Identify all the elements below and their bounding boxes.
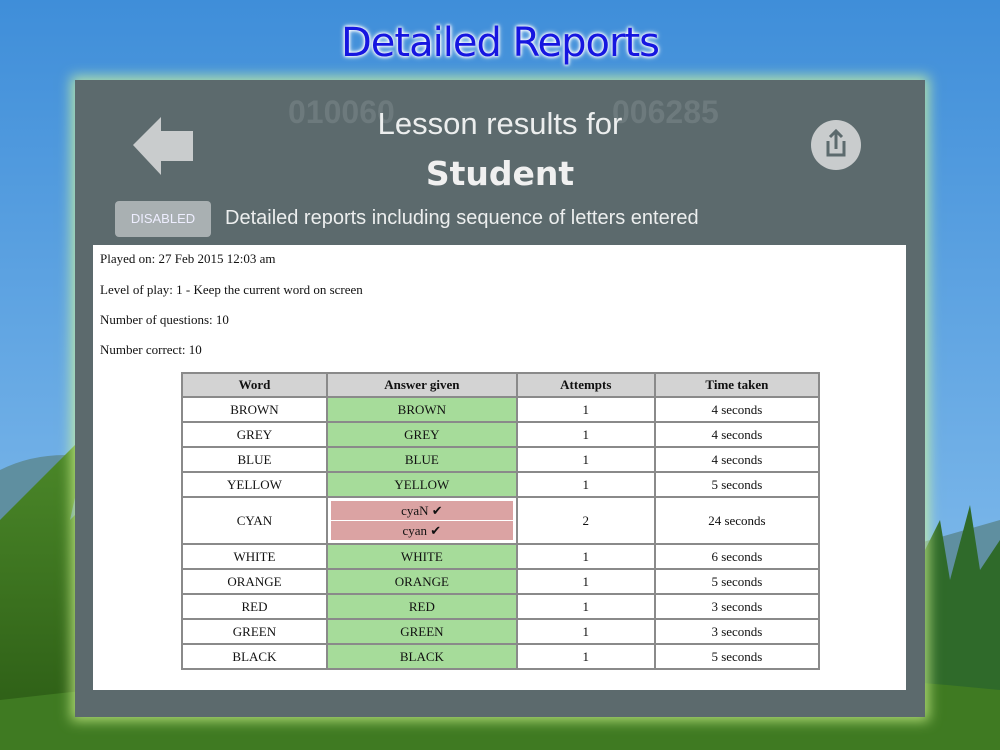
table-row: BLUE BLUE 1 4 seconds xyxy=(181,446,821,473)
time-cell: 4 seconds xyxy=(653,446,821,473)
info-line: Number correct: 10 xyxy=(100,342,202,357)
answer-cell: ORANGE xyxy=(325,568,518,595)
toggle-label: Detailed reports including sequence of l… xyxy=(225,207,699,229)
answer-entry: cyaN ✔ xyxy=(330,501,513,520)
attempts-cell: 1 xyxy=(515,471,656,498)
word-cell: WHITE xyxy=(181,543,328,570)
column-header: Word xyxy=(181,372,328,398)
table-row: RED RED 1 3 seconds xyxy=(181,593,821,620)
attempts-cell: 1 xyxy=(515,446,656,473)
answer-cell: GREEN xyxy=(325,618,518,645)
table-row: CYAN cyaN ✔ cyan ✔ 2 24 seconds xyxy=(181,496,821,545)
time-cell: 5 seconds xyxy=(653,643,821,670)
toggle-button[interactable]: DISABLED xyxy=(115,201,211,237)
table-row: GREY GREY 1 4 seconds xyxy=(181,421,821,448)
answer-cell: RED xyxy=(325,593,518,620)
time-cell: 3 seconds xyxy=(653,593,821,620)
attempts-cell: 1 xyxy=(515,396,656,423)
word-cell: GREEN xyxy=(181,618,328,645)
word-cell: BLACK xyxy=(181,643,328,670)
table-row: GREEN GREEN 1 3 seconds xyxy=(181,618,821,645)
time-cell: 5 seconds xyxy=(653,568,821,595)
table-row: YELLOW YELLOW 1 5 seconds xyxy=(181,471,821,498)
table-row: BROWN BROWN 1 4 seconds xyxy=(181,396,821,423)
attempts-cell: 2 xyxy=(515,496,656,545)
attempts-cell: 1 xyxy=(515,543,656,570)
word-cell: GREY xyxy=(181,421,328,448)
word-cell: YELLOW xyxy=(181,471,328,498)
info-line: Number of questions: 10 xyxy=(100,312,229,327)
lesson-title: Lesson results for xyxy=(377,106,623,141)
table-row: ORANGE ORANGE 1 5 seconds xyxy=(181,568,821,595)
attempts-cell: 1 xyxy=(515,568,656,595)
answer-cell: BLUE xyxy=(325,446,518,473)
word-cell: CYAN xyxy=(181,496,328,545)
back-button[interactable] xyxy=(131,115,195,177)
table-row: WHITE WHITE 1 6 seconds xyxy=(181,543,821,570)
answer-cell: YELLOW xyxy=(325,471,518,498)
column-header: Time taken xyxy=(653,372,821,398)
word-cell: BLUE xyxy=(181,446,328,473)
time-cell: 5 seconds xyxy=(653,471,821,498)
answer-entry: cyan ✔ xyxy=(330,521,513,540)
attempts-cell: 1 xyxy=(515,618,656,645)
table-row: BLACK BLACK 1 5 seconds xyxy=(181,643,821,670)
answer-cell: BROWN xyxy=(325,396,518,423)
attempts-cell: 1 xyxy=(515,643,656,670)
time-cell: 24 seconds xyxy=(653,496,821,545)
time-cell: 6 seconds xyxy=(653,543,821,570)
page-title: Detailed Reports xyxy=(341,20,660,66)
word-cell: BROWN xyxy=(181,396,328,423)
background-score: 010060 xyxy=(288,94,395,130)
header-row: Word Answer given Attempts Time taken xyxy=(181,372,821,398)
attempts-cell: 1 xyxy=(515,593,656,620)
answer-cell: WHITE xyxy=(325,543,518,570)
attempts-cell: 1 xyxy=(515,421,656,448)
column-header: Attempts xyxy=(515,372,656,398)
share-button[interactable] xyxy=(810,119,862,171)
info-line: Level of play: 1 - Keep the current word… xyxy=(100,282,363,297)
background-score: 006285 xyxy=(612,94,719,130)
column-header: Answer given xyxy=(325,372,518,398)
results-panel: 010060 006285 Lesson results for Student… xyxy=(75,80,925,717)
time-cell: 3 seconds xyxy=(653,618,821,645)
report: Word Answer given Attempts Time taken BROWN B… xyxy=(93,245,906,690)
word-cell: RED xyxy=(181,593,328,620)
answer-cell: BLACK xyxy=(325,643,518,670)
results-table: Word Answer given Attempts Time taken BROWN B… xyxy=(181,372,821,670)
time-cell: 4 seconds xyxy=(653,421,821,448)
answer-cell: GREY xyxy=(325,421,518,448)
word-cell: ORANGE xyxy=(181,568,328,595)
answer-cell: cyaN ✔ cyan ✔ xyxy=(325,496,518,545)
student-name: Student xyxy=(425,154,575,193)
time-cell: 4 seconds xyxy=(653,396,821,423)
info-line: Played on: 27 Feb 2015 12:03 am xyxy=(100,251,276,266)
